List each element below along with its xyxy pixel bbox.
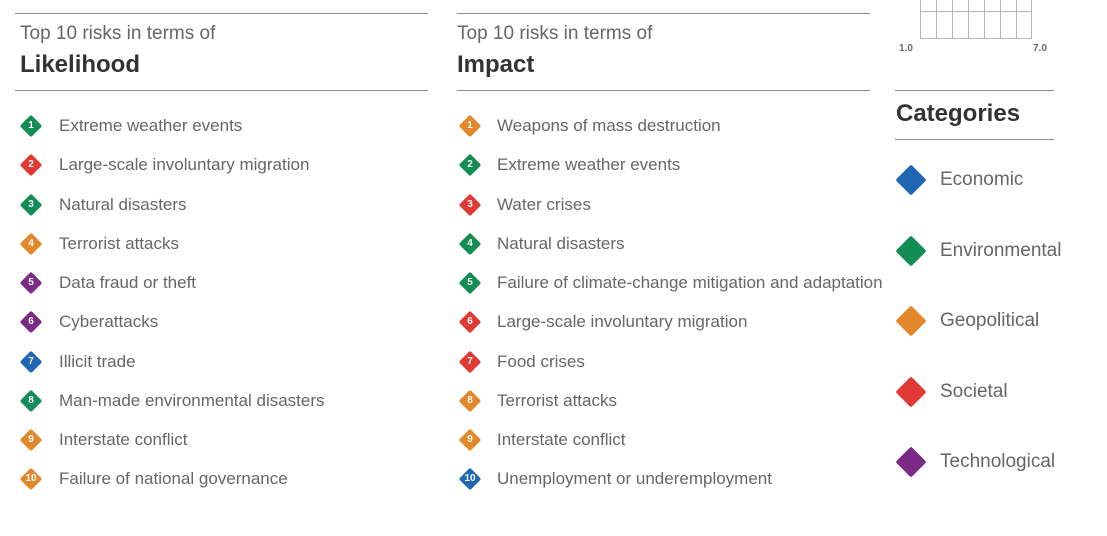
rank-diamond-icon: 9 xyxy=(458,428,482,452)
rank-number: 3 xyxy=(28,198,34,210)
risk-label: Natural disasters xyxy=(59,194,187,214)
likelihood-bottom-rule xyxy=(15,90,428,91)
categories-bottom-rule xyxy=(895,139,1054,140)
likelihood-pretitle: Top 10 risks in terms of xyxy=(20,23,216,44)
rank-number: 4 xyxy=(28,237,34,249)
scale-max-label: 7.0 xyxy=(1033,43,1047,54)
rank-number: 7 xyxy=(28,355,34,367)
rank-diamond-icon: 5 xyxy=(19,271,43,295)
categories-title: Categories xyxy=(896,100,1021,127)
category-diamond-icon xyxy=(895,375,927,408)
risk-label: Extreme weather events xyxy=(497,155,681,175)
rank-number: 1 xyxy=(28,120,34,131)
rank-number: 4 xyxy=(467,237,473,249)
scale-grid xyxy=(920,0,1032,39)
rank-diamond-icon: 10 xyxy=(458,467,482,491)
rank-diamond-icon: 5 xyxy=(458,271,482,295)
risk-label: Man-made environmental disasters xyxy=(59,390,325,410)
impact-bottom-rule xyxy=(457,90,870,91)
category-label: Environmental xyxy=(940,239,1062,261)
rank-number: 3 xyxy=(467,198,473,210)
risk-label: Failure of climate-change mitigation and… xyxy=(497,273,883,292)
risk-label: Food crises xyxy=(497,351,585,371)
rank-diamond-icon: 2 xyxy=(458,153,482,177)
rank-diamond-icon: 9 xyxy=(19,428,43,452)
risk-label: Interstate conflict xyxy=(59,430,188,449)
risk-label: Water crises xyxy=(497,194,591,214)
category-label: Societal xyxy=(940,380,1008,402)
category-diamond-icon xyxy=(895,234,927,267)
risk-label: Extreme weather events xyxy=(59,116,243,135)
risk-label: Failure of national governance xyxy=(59,469,288,489)
risk-label: Large-scale involuntary migration xyxy=(497,312,748,332)
rank-diamond-icon: 4 xyxy=(19,232,43,256)
category-diamond-icon xyxy=(895,305,927,337)
category-label: Geopolitical xyxy=(940,310,1040,331)
category-diamond-icon xyxy=(895,446,927,478)
impact-top-rule xyxy=(457,13,870,14)
rank-diamond-icon: 3 xyxy=(458,193,482,216)
risk-label: Cyberattacks xyxy=(59,312,159,332)
rank-number: 2 xyxy=(467,159,473,171)
rank-number: 10 xyxy=(464,473,476,485)
rank-diamond-icon: 6 xyxy=(458,310,482,334)
likelihood-top-rule xyxy=(15,13,428,14)
rank-diamond-icon: 4 xyxy=(458,232,482,256)
rank-number: 8 xyxy=(28,394,34,406)
rank-diamond-icon: 1 xyxy=(458,114,482,138)
category-label: Technological xyxy=(940,451,1056,472)
scale-legend: 1.0 7.0 xyxy=(899,0,1059,60)
impact-heading: Impact xyxy=(457,51,535,78)
rank-number: 6 xyxy=(467,316,473,328)
risk-label: Large-scale involuntary migration xyxy=(59,155,310,175)
rank-diamond-icon: 3 xyxy=(19,193,43,216)
rank-number: 2 xyxy=(28,159,34,171)
rank-diamond-icon: 7 xyxy=(458,350,482,373)
rank-number: 5 xyxy=(28,277,34,288)
category-diamond-icon xyxy=(895,164,927,196)
category-label: Economic xyxy=(940,169,1024,190)
rank-number: 1 xyxy=(467,120,473,131)
rank-number: 9 xyxy=(28,434,34,445)
risk-label: Data fraud or theft xyxy=(59,273,197,292)
risk-label: Terrorist attacks xyxy=(59,233,179,253)
likelihood-heading: Likelihood xyxy=(20,51,140,78)
rank-number: 5 xyxy=(467,277,473,288)
rank-number: 6 xyxy=(28,316,34,328)
risk-label: Terrorist attacks xyxy=(497,390,617,410)
risk-label: Interstate conflict xyxy=(497,430,626,449)
rank-diamond-icon: 8 xyxy=(458,389,482,413)
risk-label: Weapons of mass destruction xyxy=(497,116,721,135)
rank-diamond-icon: 7 xyxy=(19,350,43,373)
scale-min-label: 1.0 xyxy=(899,43,913,54)
risk-label: Natural disasters xyxy=(497,233,625,253)
risk-label: Unemployment or underemployment xyxy=(497,469,772,489)
impact-pretitle: Top 10 risks in terms of xyxy=(457,23,653,44)
rank-diamond-icon: 8 xyxy=(19,389,43,413)
rank-number: 10 xyxy=(25,473,37,485)
rank-diamond-icon: 6 xyxy=(19,310,43,334)
categories-top-rule xyxy=(895,90,1054,91)
rank-diamond-icon: 2 xyxy=(19,153,43,177)
risk-label: Illicit trade xyxy=(59,351,136,371)
rank-diamond-icon: 1 xyxy=(19,114,43,138)
rank-number: 8 xyxy=(467,394,473,406)
rank-diamond-icon: 10 xyxy=(19,467,43,491)
rank-number: 7 xyxy=(467,355,473,367)
rank-number: 9 xyxy=(467,434,473,445)
